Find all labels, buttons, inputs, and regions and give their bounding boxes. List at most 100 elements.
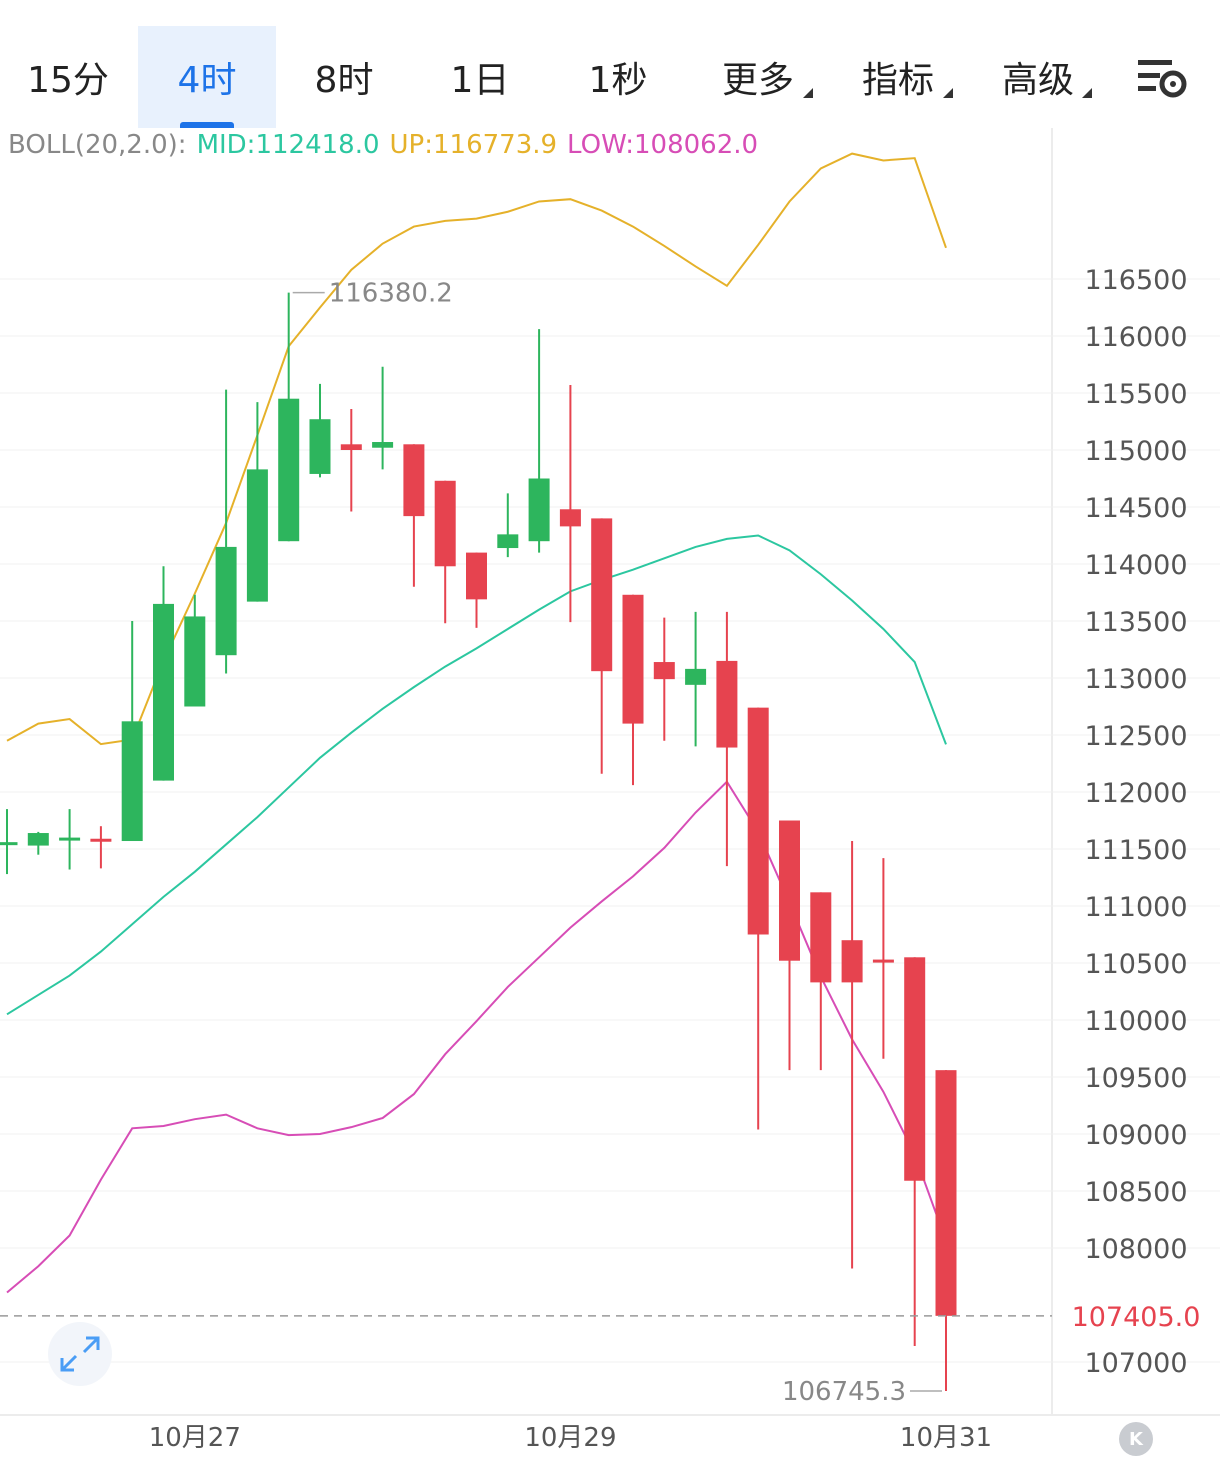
candle[interactable] bbox=[121, 621, 143, 842]
y-tick-label: 115500 bbox=[1084, 379, 1187, 410]
tab-indicators[interactable]: 指标 bbox=[861, 60, 934, 101]
tab-4h[interactable]: 4时 bbox=[138, 26, 276, 128]
chart-settings-icon[interactable] bbox=[1136, 56, 1190, 100]
candle[interactable] bbox=[685, 611, 707, 747]
candle[interactable] bbox=[622, 594, 644, 786]
boll-low-value: LOW:108062.0 bbox=[567, 130, 759, 160]
y-tick-label: 111000 bbox=[1084, 892, 1187, 923]
candle-body bbox=[215, 546, 237, 656]
boll-mid-line bbox=[6, 534, 947, 1016]
candle[interactable] bbox=[497, 493, 519, 558]
y-tick-label: 109500 bbox=[1084, 1063, 1187, 1094]
scroll-to-latest-button[interactable]: K bbox=[1119, 1422, 1153, 1456]
candle[interactable] bbox=[0, 809, 18, 875]
candle-body bbox=[372, 442, 394, 448]
candle[interactable] bbox=[779, 820, 800, 1071]
candle-body bbox=[59, 837, 81, 841]
candle[interactable] bbox=[591, 518, 613, 774]
tab-1d[interactable]: 1日 bbox=[450, 60, 510, 101]
candle[interactable] bbox=[716, 611, 738, 867]
boll-low-line bbox=[6, 780, 947, 1294]
candle[interactable] bbox=[90, 826, 112, 869]
expand-icon[interactable] bbox=[48, 1322, 112, 1386]
tab-15m[interactable]: 15分 bbox=[27, 60, 109, 101]
candle-body bbox=[622, 594, 644, 724]
candle[interactable] bbox=[653, 617, 675, 741]
y-tick-label: 110500 bbox=[1084, 949, 1187, 980]
candle-body bbox=[872, 959, 894, 963]
tab-more[interactable]: 更多 bbox=[721, 60, 794, 101]
candle[interactable] bbox=[184, 594, 206, 707]
tab-1s[interactable]: 1秒 bbox=[588, 60, 648, 101]
y-tick-label: 110000 bbox=[1084, 1006, 1187, 1037]
candle-body bbox=[90, 838, 112, 842]
candle[interactable] bbox=[747, 707, 769, 1130]
candle[interactable] bbox=[59, 809, 81, 870]
y-tick-label: 108000 bbox=[1084, 1234, 1187, 1265]
candle-body bbox=[466, 552, 487, 600]
candle[interactable] bbox=[528, 329, 550, 553]
indicators-dropdown-icon bbox=[943, 88, 953, 98]
advanced-dropdown-icon bbox=[1082, 88, 1092, 98]
candle[interactable] bbox=[434, 480, 456, 624]
candle-body bbox=[278, 398, 300, 542]
y-tick-label: 111500 bbox=[1084, 835, 1187, 866]
y-tick-label: 113500 bbox=[1084, 607, 1187, 638]
candle[interactable] bbox=[841, 841, 863, 1269]
candle[interactable] bbox=[904, 957, 926, 1347]
candle-body bbox=[340, 444, 362, 450]
candle-body bbox=[904, 957, 926, 1181]
candle[interactable] bbox=[153, 566, 174, 781]
candle-body bbox=[184, 616, 206, 707]
more-dropdown-icon bbox=[803, 88, 813, 98]
candle-body bbox=[841, 940, 863, 983]
y-tick-label: 112500 bbox=[1084, 721, 1187, 752]
tab-advanced[interactable]: 高级 bbox=[1001, 60, 1074, 101]
candle[interactable] bbox=[466, 552, 487, 628]
y-tick-label: 107000 bbox=[1084, 1348, 1187, 1379]
candle[interactable] bbox=[309, 383, 331, 478]
y-tick-label: 116000 bbox=[1084, 322, 1187, 353]
x-tick-label: 10月31 bbox=[900, 1423, 992, 1453]
candle-body bbox=[403, 444, 425, 517]
candle[interactable] bbox=[340, 408, 362, 512]
candle[interactable] bbox=[810, 892, 832, 1071]
candle-body bbox=[779, 820, 800, 961]
boll-up-value: UP:116773.9 bbox=[389, 130, 558, 160]
candle[interactable] bbox=[278, 292, 300, 542]
y-tick-label: 109000 bbox=[1084, 1120, 1187, 1151]
candle[interactable] bbox=[246, 402, 268, 602]
x-tick-label: 10月29 bbox=[524, 1423, 616, 1453]
boll-mid-value: MID:112418.0 bbox=[196, 130, 380, 160]
candle-body bbox=[528, 478, 550, 542]
candle-body bbox=[935, 1070, 957, 1316]
boll-up-line bbox=[6, 152, 947, 746]
candle-body bbox=[685, 668, 707, 685]
candle-body bbox=[153, 603, 174, 781]
candle[interactable] bbox=[872, 858, 894, 1059]
max-price-label: 116380.2 bbox=[329, 279, 453, 309]
x-tick-label: 10月27 bbox=[149, 1423, 241, 1453]
candle[interactable] bbox=[559, 385, 581, 623]
candle-body bbox=[716, 660, 738, 748]
candle-body bbox=[309, 419, 331, 474]
active-tab-indicator bbox=[180, 122, 234, 128]
candle[interactable] bbox=[372, 366, 394, 470]
y-tick-label: 112000 bbox=[1084, 778, 1187, 809]
y-tick-label: 108500 bbox=[1084, 1177, 1187, 1208]
candle[interactable] bbox=[403, 444, 425, 587]
candle[interactable] bbox=[215, 389, 237, 674]
boll-label: BOLL(20,2.0): bbox=[8, 130, 187, 160]
candle-body bbox=[434, 480, 456, 567]
candle-body bbox=[559, 509, 581, 527]
candle[interactable] bbox=[27, 831, 49, 855]
candle-body bbox=[0, 842, 18, 846]
tab-8h[interactable]: 8时 bbox=[314, 60, 374, 101]
candle[interactable] bbox=[935, 1070, 957, 1392]
last-price-label: 107405.0 bbox=[1072, 1302, 1201, 1333]
y-tick-label: 116500 bbox=[1084, 265, 1187, 296]
candle-body bbox=[810, 892, 832, 983]
candle-body bbox=[27, 833, 49, 846]
y-tick-label: 114500 bbox=[1084, 493, 1187, 524]
